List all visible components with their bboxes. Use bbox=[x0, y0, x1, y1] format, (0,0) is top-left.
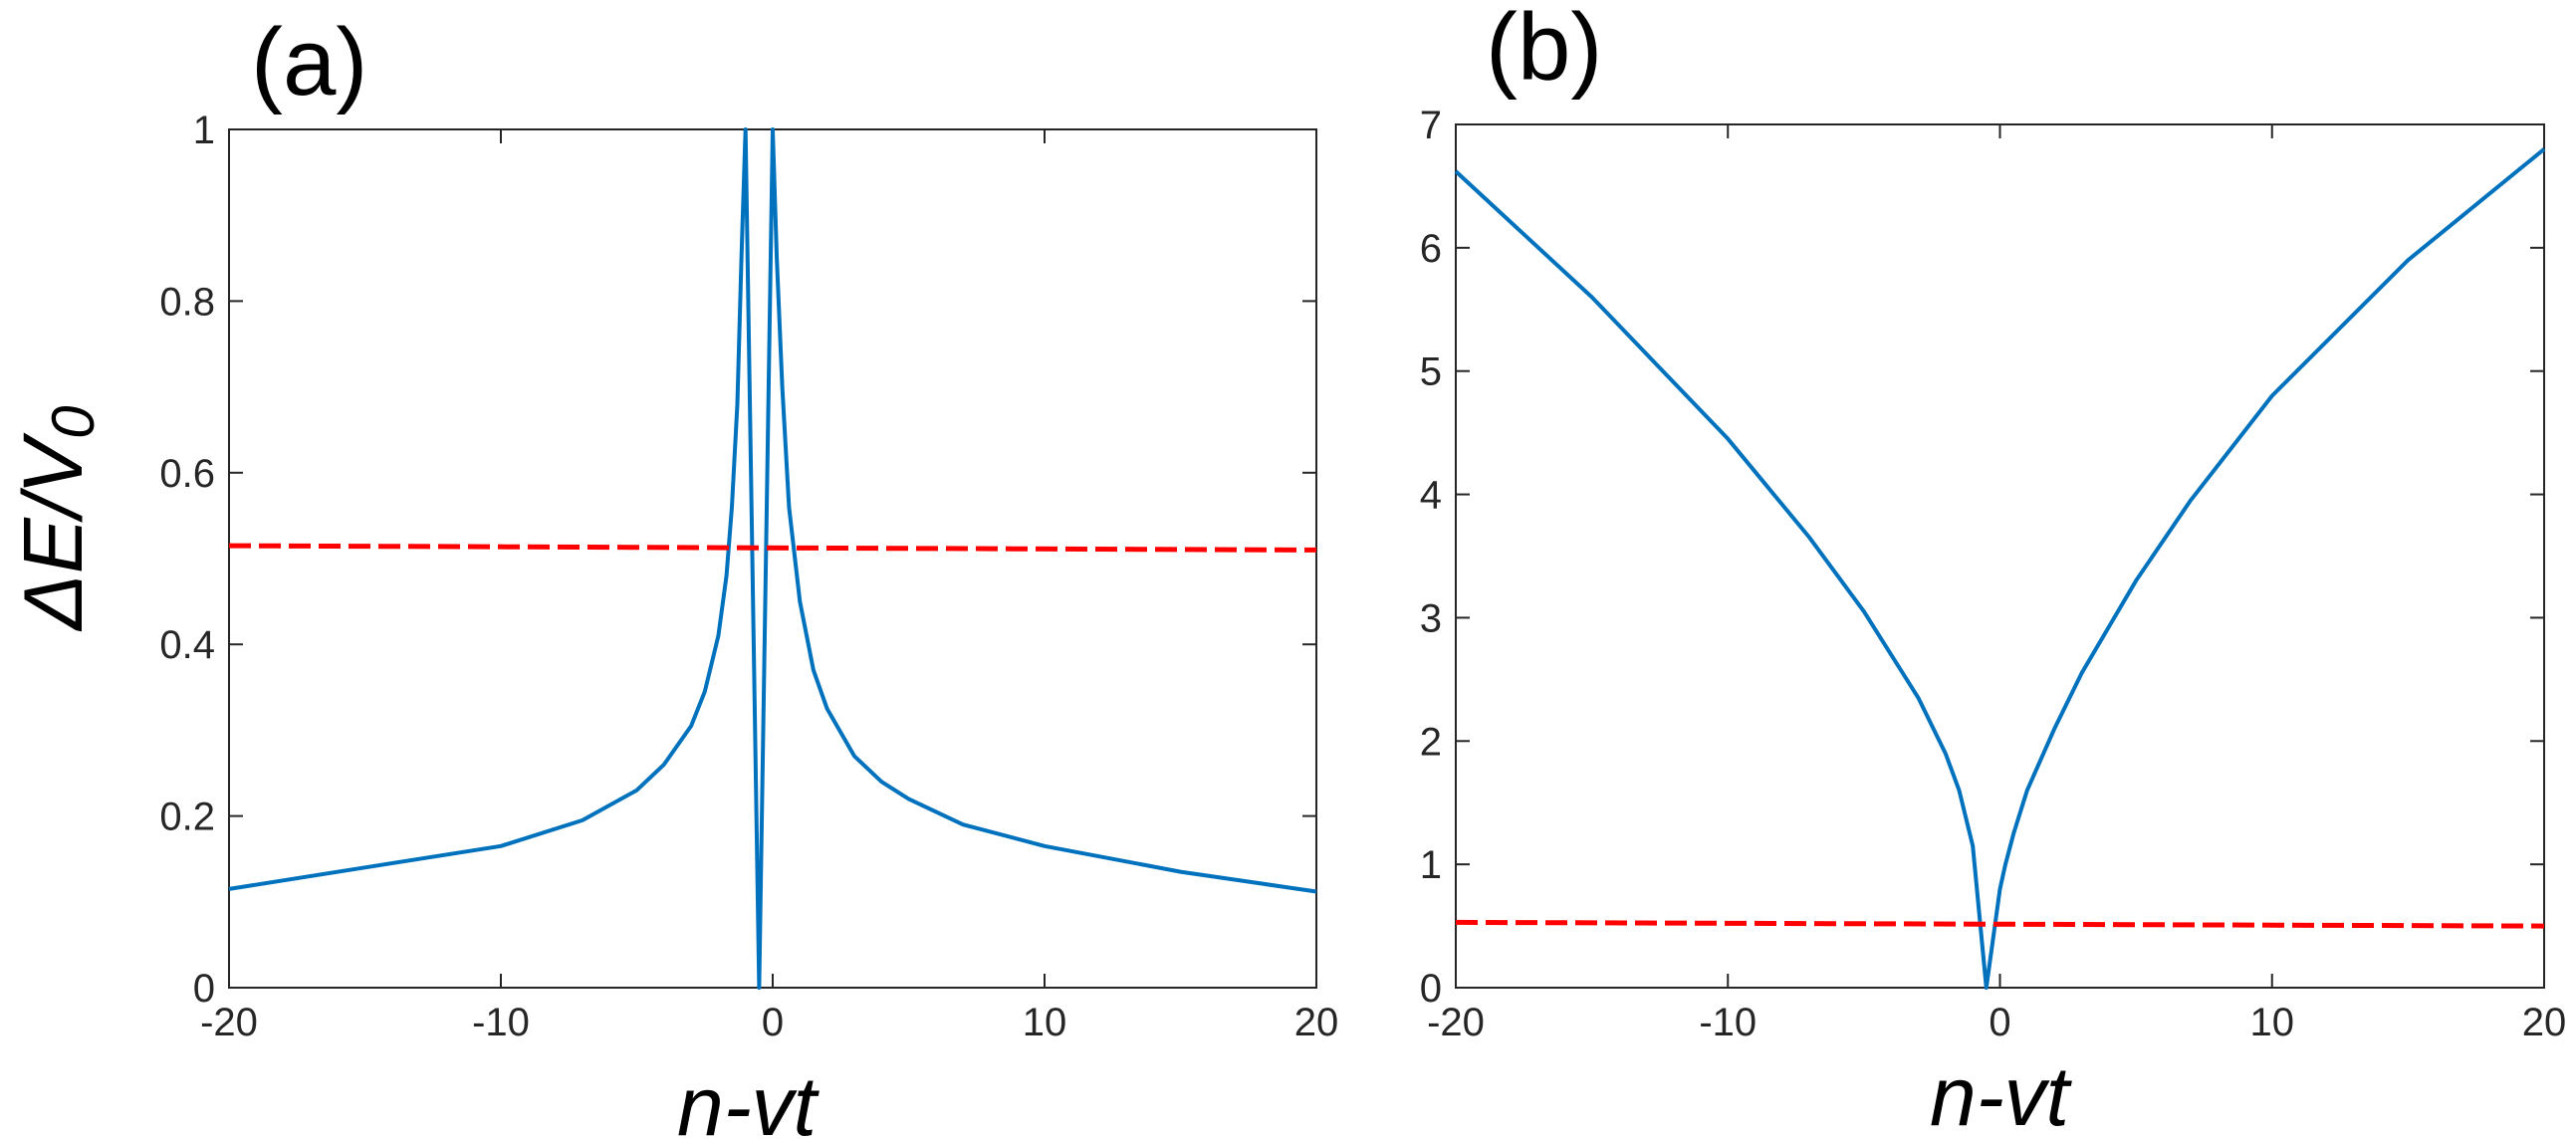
panel-a-series bbox=[228, 127, 1317, 990]
panel-a-ytick-label: 0.8 bbox=[159, 280, 215, 324]
panel-b-series bbox=[1454, 147, 2546, 990]
panel-a-ytick-label: 1 bbox=[193, 109, 215, 152]
panel-a-dashed-series-line bbox=[228, 543, 1317, 553]
panel-b-ytick-label: 0 bbox=[1420, 967, 1442, 1011]
panel-a-ytick-label: 0.6 bbox=[159, 452, 215, 496]
panel-b-solid-series-line bbox=[1454, 147, 2546, 990]
panel-b-xlabel: n-vt bbox=[1930, 1049, 2073, 1140]
panel-b-plot-area bbox=[1455, 123, 2545, 989]
panel-b: (b) -20 -10 0 10 20 0 1 2 3 4 5 6 7 n-vt bbox=[1420, 0, 2567, 1140]
panel-a-xtick-label: -10 bbox=[472, 1001, 530, 1044]
panel-a-ytick-label: 0.4 bbox=[159, 623, 215, 667]
panel-a-xtick-label: 20 bbox=[1294, 1001, 1339, 1044]
panel-b-dashed-series-line bbox=[1455, 919, 2545, 929]
panel-b-label: (b) bbox=[1486, 0, 1602, 101]
panel-a-ylabel: ΔE/V0 bbox=[6, 405, 107, 631]
panel-b-xtick-label: 0 bbox=[1989, 1001, 2010, 1044]
panel-a-xlabel: n-vt bbox=[677, 1059, 820, 1140]
panel-a-solid-series-line bbox=[228, 127, 1317, 990]
panel-a-ytick-label: 0 bbox=[193, 967, 215, 1011]
panel-b-ytick-label: 4 bbox=[1420, 474, 1442, 518]
panel-b-ytick-label: 2 bbox=[1420, 720, 1442, 764]
panel-b-ytick-label: 6 bbox=[1420, 227, 1442, 271]
panel-b-ytick-label: 5 bbox=[1420, 350, 1442, 394]
panel-b-ytick-label: 1 bbox=[1420, 843, 1442, 887]
panel-a-xtick-label: -20 bbox=[200, 1001, 258, 1044]
panel-b-xtick-label: 20 bbox=[2522, 1001, 2567, 1044]
panel-b-ticks: -20 -10 0 10 20 0 1 2 3 4 5 6 7 bbox=[1420, 104, 2567, 1044]
panel-a-ylabel-main: ΔE/V bbox=[6, 432, 100, 632]
panel-a-ylabel-sub: 0 bbox=[40, 405, 107, 438]
panel-a-xtick-label: 10 bbox=[1023, 1001, 1067, 1044]
panel-b-xtick-label: 10 bbox=[2250, 1001, 2295, 1044]
panel-a-ytick-label: 0.2 bbox=[159, 796, 215, 839]
panel-a-plot-area bbox=[228, 128, 1317, 989]
panel-b-xtick-label: -20 bbox=[1427, 1001, 1485, 1044]
panel-b-xtick-label: -10 bbox=[1699, 1001, 1756, 1044]
panel-a-ticks: -20 -10 0 10 20 0 0.2 0.4 0.6 0.8 1 bbox=[159, 109, 1338, 1044]
panel-b-ytick-label: 3 bbox=[1420, 596, 1442, 640]
panel-a-xtick-label: 0 bbox=[762, 1001, 784, 1044]
panel-b-ytick-label: 7 bbox=[1420, 104, 1442, 147]
panel-a-label: (a) bbox=[251, 9, 367, 115]
